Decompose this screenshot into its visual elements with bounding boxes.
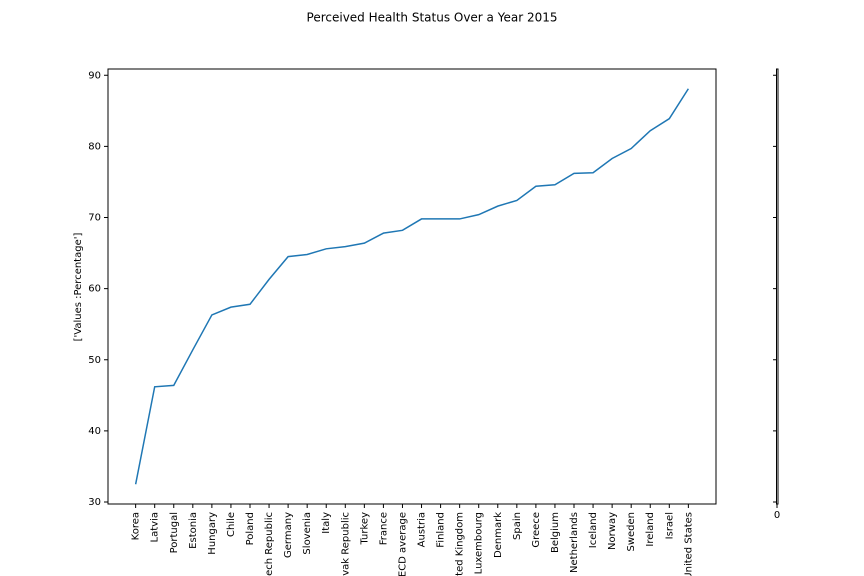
- x-tick-label: United States: [683, 512, 694, 576]
- x-tick-label: Austria: [417, 512, 428, 547]
- x-tick-label: United Kingdom: [455, 512, 466, 576]
- y-tick-label: 70: [88, 213, 101, 224]
- x-tick-label: Chile: [226, 512, 237, 537]
- x-tick-label: Spain: [512, 512, 523, 540]
- y-tick-label: 30: [88, 497, 101, 508]
- y-tick-label: 60: [88, 284, 101, 295]
- x-tick-label: Greece: [531, 512, 542, 548]
- x-tick-label: Portugal: [169, 512, 180, 553]
- y-tick-label: 50: [88, 355, 101, 366]
- x-tick-label: Israel: [664, 512, 675, 539]
- x-tick-label: Germany: [283, 512, 294, 558]
- y-tick-label: 40: [88, 426, 101, 437]
- x-tick-label: Turkey: [359, 512, 370, 546]
- x-tick-label: Czech Republic: [264, 512, 275, 576]
- x-tick-label: Hungary: [207, 512, 218, 555]
- x-tick-label: Korea: [131, 512, 142, 540]
- side-x-tick-label: 0: [774, 510, 780, 521]
- y-axis-label: ['Values :Percentage']: [73, 233, 84, 342]
- x-tick-label: Norway: [607, 512, 618, 550]
- x-tick-label: Italy: [321, 512, 332, 534]
- data-line: [134, 88, 689, 485]
- x-tick-label: Latvia: [150, 512, 161, 542]
- plot-frame: [107, 68, 717, 505]
- y-tick-label: 80: [88, 141, 101, 152]
- x-tick-label: Finland: [436, 512, 447, 548]
- x-tick-label: Belgium: [550, 512, 561, 553]
- chart-title: Perceived Health Status Over a Year 2015: [307, 11, 558, 25]
- x-tick-label: Poland: [245, 512, 256, 545]
- x-tick-label: Luxembourg: [474, 512, 485, 574]
- x-tick-label: Netherlands: [569, 512, 580, 573]
- x-tick-label: Slovak Republic: [340, 512, 351, 576]
- x-tick-label: Sweden: [626, 512, 637, 552]
- x-tick-label: France: [378, 512, 389, 545]
- x-tick-label: Ireland: [645, 512, 656, 547]
- x-tick-label: Denmark: [493, 512, 504, 558]
- x-tick-label: OECD average: [397, 512, 408, 576]
- x-tick-label: Estonia: [188, 512, 199, 549]
- x-tick-label: Iceland: [588, 512, 599, 548]
- y-tick-label: 90: [88, 70, 101, 81]
- x-tick-label: Slovenia: [302, 512, 313, 555]
